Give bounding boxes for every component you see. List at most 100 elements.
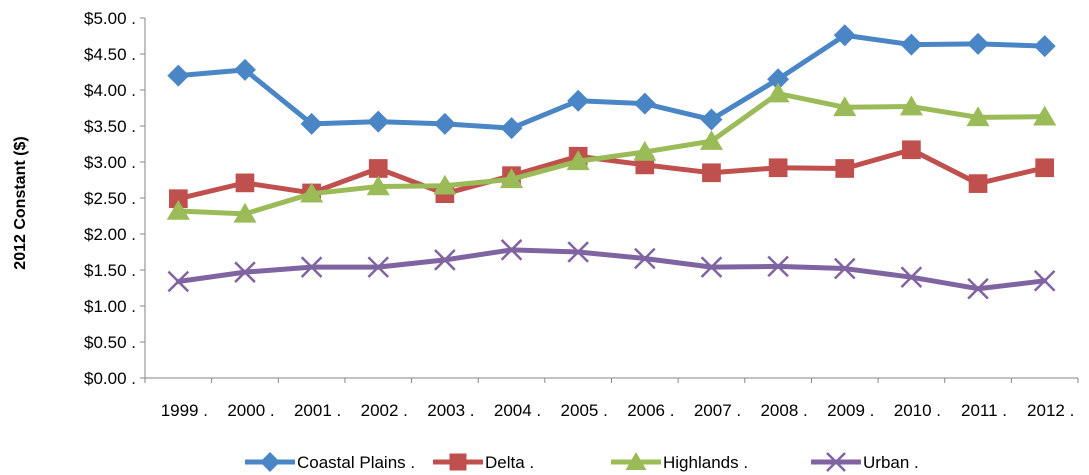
data-point: [500, 117, 523, 140]
x-marker-stroke: [234, 261, 256, 283]
data-point: [449, 453, 467, 471]
data-point: [634, 247, 656, 270]
data-point: [234, 261, 256, 283]
y-tick-label: $5.00 .: [84, 9, 136, 28]
data-point: [833, 257, 856, 280]
data-point: [300, 182, 324, 203]
data-point: [767, 255, 789, 278]
data-point: [899, 95, 923, 116]
y-tick-label: $4.00 .: [84, 81, 136, 100]
data-point: [700, 108, 723, 131]
data-point: [900, 266, 923, 288]
data-point: [500, 239, 523, 261]
data-point: [968, 174, 988, 193]
data-point: [967, 32, 990, 55]
legend: Coastal Plains . Delta . Highlands . Urban …: [245, 452, 919, 472]
data-point: [566, 150, 590, 171]
x-tick-label: 2011 .: [961, 401, 1007, 420]
data-point: [967, 277, 989, 300]
y-tick-label: $3.50 .: [84, 117, 136, 136]
legend-label: Coastal Plains .: [297, 453, 415, 472]
data-point: [702, 163, 721, 183]
series-urban: [167, 239, 1056, 300]
legend-item: Delta .: [433, 453, 534, 472]
x-tick-label: 2007 .: [694, 401, 741, 420]
axes: [144, 18, 1078, 379]
data-point: [167, 64, 190, 87]
y-tick-label: $3.00 .: [84, 153, 136, 172]
series-highlands: [166, 82, 1057, 223]
data-point: [233, 58, 256, 81]
data-point: [166, 199, 190, 220]
x-marker-stroke: [634, 247, 656, 270]
legend-label: Urban .: [863, 453, 919, 472]
data-point: [260, 452, 280, 472]
x-marker-stroke: [700, 256, 723, 278]
x-tick-label: 2012 .: [1027, 401, 1074, 420]
data-point: [835, 159, 855, 178]
data-point: [235, 173, 255, 193]
data-point: [367, 256, 390, 278]
x-tick-label: 2005 .: [561, 401, 608, 420]
data-point: [900, 33, 923, 56]
data-point: [700, 256, 723, 278]
data-point: [1035, 158, 1055, 178]
x-marker-stroke: [833, 257, 856, 280]
y-tick-label: $1.50 .: [84, 261, 136, 280]
y-tick-label: $0.00 .: [84, 369, 136, 388]
legend-item: Urban .: [811, 452, 919, 472]
data-point: [367, 110, 390, 133]
x-marker-stroke: [500, 239, 523, 261]
data-point: [167, 270, 190, 293]
y-tick-label: $4.50 .: [84, 45, 136, 64]
data-point: [826, 452, 846, 472]
x-marker-stroke: [300, 256, 323, 278]
data-point: [833, 24, 856, 47]
data-point: [625, 452, 647, 470]
series-layer: [166, 24, 1057, 300]
y-tick-label: $2.50 .: [84, 189, 136, 208]
data-point: [1033, 105, 1057, 126]
data-point: [766, 82, 790, 103]
x-marker-stroke: [434, 249, 456, 271]
series-coastal-plains: [167, 24, 1056, 140]
x-marker-stroke: [567, 241, 589, 263]
data-point: [567, 89, 590, 112]
legend-label: Highlands .: [663, 453, 748, 472]
x-marker-stroke: [967, 277, 989, 300]
legend-item: Coastal Plains .: [245, 452, 415, 472]
x-tick-label: 2000 .: [227, 401, 274, 420]
data-point: [699, 130, 724, 150]
data-point: [233, 202, 257, 223]
x-tick-label: 2002 .: [361, 401, 408, 420]
data-point: [433, 112, 456, 135]
y-tick-label: $2.00 .: [84, 225, 136, 244]
x-tick-label: 2010 .: [894, 401, 941, 420]
data-point: [633, 92, 656, 115]
y-tick-label: $0.50 .: [84, 333, 136, 352]
data-point: [902, 140, 921, 160]
y-axis-title: 2012 Constant ($): [12, 136, 29, 269]
data-point: [567, 241, 589, 263]
x-marker-stroke: [167, 270, 190, 293]
x-tick-label: 2006 .: [627, 401, 674, 420]
x-marker-stroke: [367, 256, 390, 278]
data-point: [366, 175, 390, 196]
y-axis-ticks: $0.00 . $0.50 . $1.00 . $1.50 . $2.00 . $2.50…: [84, 9, 145, 388]
series-line: [175, 91, 1048, 217]
series-line: [175, 247, 1048, 292]
x-tick-label: 1999 .: [161, 401, 208, 420]
y-tick-label: $1.00 .: [84, 297, 136, 316]
x-tick-label: 2001 .: [294, 401, 341, 420]
data-point: [966, 106, 990, 127]
data-point: [768, 158, 788, 178]
data-point: [434, 249, 456, 271]
series-line: [175, 147, 1048, 202]
x-tick-label: 2003 .: [427, 401, 474, 420]
data-point: [168, 189, 188, 209]
data-point: [433, 174, 457, 195]
x-marker-stroke: [1033, 270, 1056, 292]
data-point: [1033, 35, 1056, 58]
legend-label: Delta .: [485, 453, 534, 472]
